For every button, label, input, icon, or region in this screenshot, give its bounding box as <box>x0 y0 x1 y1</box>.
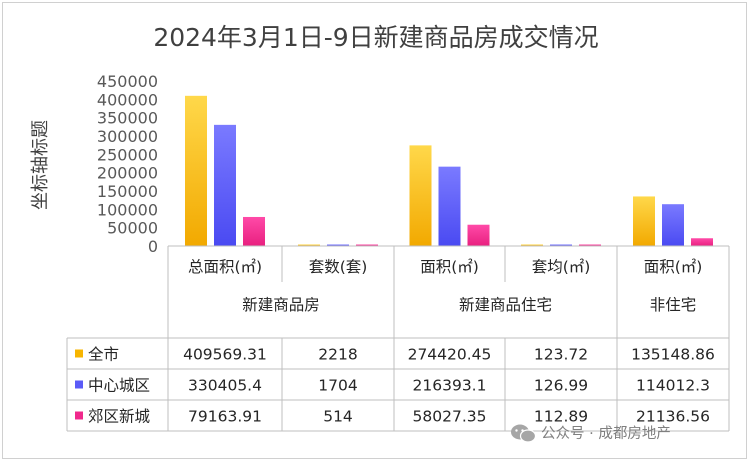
bar-3-3 <box>467 224 490 246</box>
legend-swatch <box>75 380 83 389</box>
wechat-icon <box>511 424 537 443</box>
bar-3-2 <box>356 244 378 246</box>
legend-swatch <box>75 411 83 420</box>
watermark: 公众号 · 成都房地产 <box>511 424 671 443</box>
chart-frame <box>2 2 747 459</box>
bar-3-1 <box>243 216 265 246</box>
bar-2-1 <box>214 124 236 246</box>
bar-2-3 <box>438 166 461 246</box>
bar-1-1 <box>185 95 207 246</box>
category-label: 套均(㎡) <box>532 258 591 276</box>
y-tick-label: 50000 <box>107 219 158 238</box>
bar-3-5 <box>691 238 713 246</box>
y-axis-title: 坐标轴标题 <box>30 120 51 210</box>
data-cell: 126.99 <box>534 377 588 395</box>
watermark-text: 公众号 · 成都房地产 <box>541 425 671 442</box>
data-cell: 216393.1 <box>413 377 487 395</box>
data-cell: 112.89 <box>534 408 588 426</box>
bar-2-4 <box>550 244 572 246</box>
legend-label: 全市 <box>88 346 119 364</box>
bar-1-3 <box>409 145 432 246</box>
bar-1-4 <box>521 244 543 246</box>
category-group-label: 新建商品房 <box>242 296 320 314</box>
data-cell: 514 <box>323 408 353 426</box>
bars <box>185 95 713 246</box>
data-cell: 274420.45 <box>408 346 492 364</box>
y-tick-label: 250000 <box>97 145 158 164</box>
data-cell: 135148.86 <box>631 346 715 364</box>
data-cell: 58027.35 <box>413 408 487 426</box>
y-tick-label: 350000 <box>97 109 158 128</box>
y-tick-label: 400000 <box>97 90 158 109</box>
data-cell: 21136.56 <box>636 408 710 426</box>
y-tick-label: 150000 <box>97 182 158 201</box>
bar-3-4 <box>579 244 601 246</box>
bar-1-2 <box>298 244 320 246</box>
bar-2-2 <box>327 244 349 246</box>
data-cell: 2218 <box>318 346 357 364</box>
legend-label: 郊区新城 <box>88 408 151 426</box>
data-cell: 114012.3 <box>636 377 710 395</box>
y-tick-label: 0 <box>148 237 158 256</box>
category-label: 套数(套) <box>309 258 368 276</box>
y-tick-label: 300000 <box>97 127 158 146</box>
category-label: 总面积(㎡) <box>188 258 262 276</box>
category-label: 面积(㎡) <box>420 258 479 276</box>
data-cell: 330405.4 <box>188 377 262 395</box>
chart-title: 2024年3月1日-9日新建商品房成交情况 <box>153 23 598 52</box>
bar-2-5 <box>662 204 684 246</box>
category-group-label: 新建商品住宅 <box>459 296 552 314</box>
data-cell: 123.72 <box>534 346 588 364</box>
y-tick-label: 450000 <box>97 72 158 91</box>
legend-swatch <box>75 349 83 358</box>
data-table-grid <box>66 245 730 432</box>
y-tick-label: 100000 <box>97 200 158 219</box>
legend-label: 中心城区 <box>88 377 150 395</box>
y-tick-labels: 0500001000001500002000002500003000003500… <box>97 72 158 256</box>
bar-1-5 <box>633 196 655 246</box>
category-group-label: 非住宅 <box>650 296 697 314</box>
data-cell: 1704 <box>318 377 357 395</box>
data-table: 总面积(㎡) 套数(套) 面积(㎡) 套均(㎡) 面积(㎡) 新建商品房 新建商品住宅 非住宅… <box>183 258 715 426</box>
category-label: 面积(㎡) <box>644 258 703 276</box>
y-tick-label: 200000 <box>97 164 158 183</box>
data-cell: 79163.91 <box>188 408 262 426</box>
data-cell: 409569.31 <box>183 346 267 364</box>
